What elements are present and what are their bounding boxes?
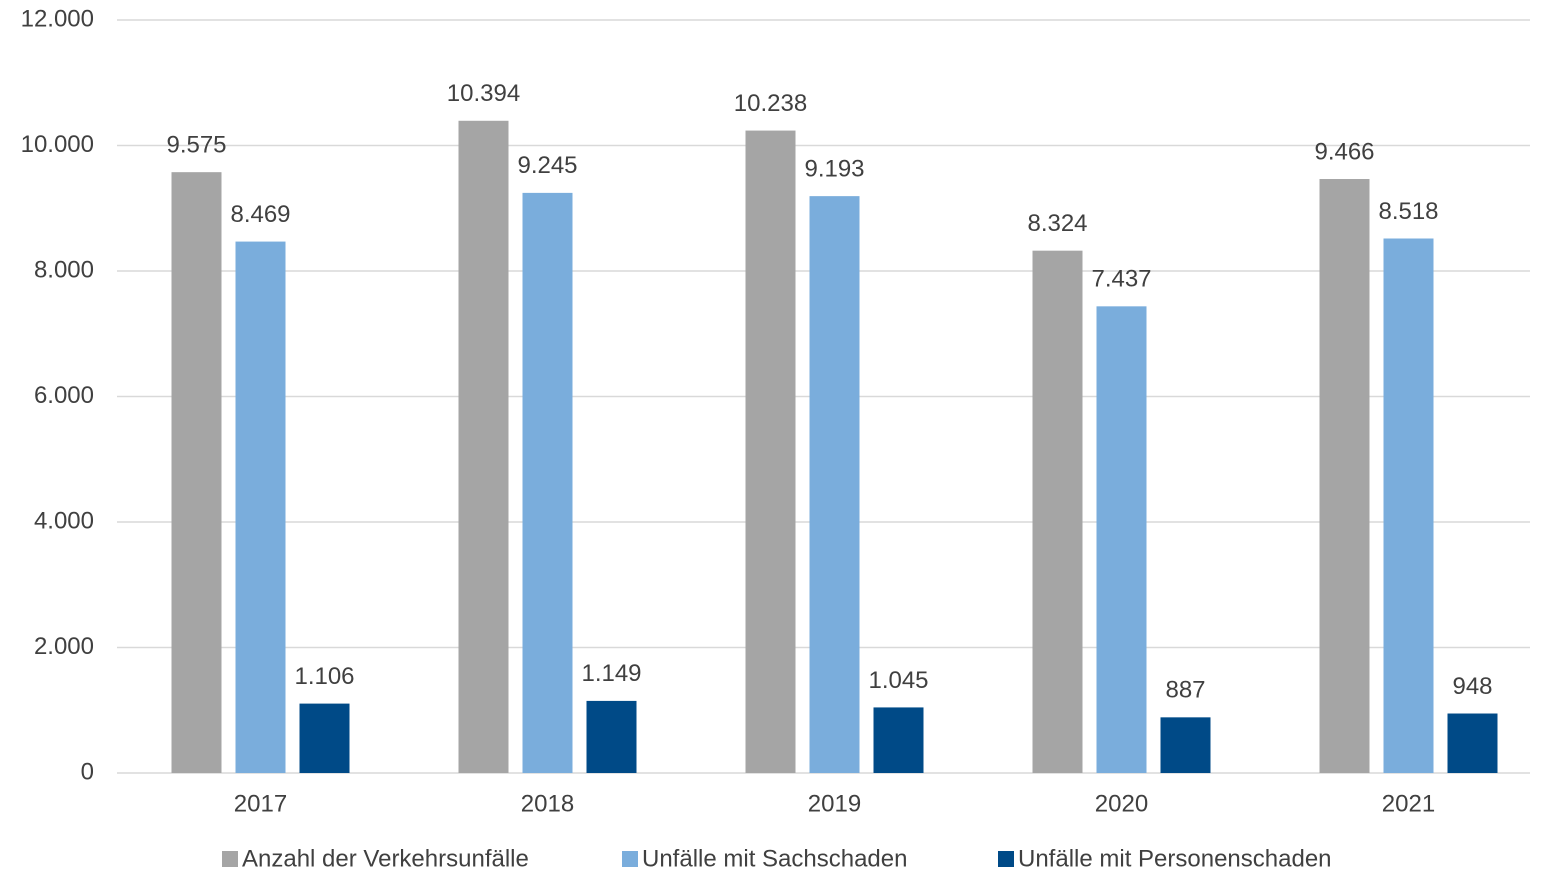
value-label: 7.437: [1091, 266, 1151, 293]
value-label: 9.245: [517, 152, 577, 179]
value-label: 10.394: [447, 80, 520, 107]
bar: [299, 703, 350, 773]
value-label: 948: [1452, 673, 1492, 700]
legend-swatch: [622, 851, 638, 867]
y-tick-label: 8.000: [34, 256, 94, 283]
value-label: 1.106: [294, 663, 354, 690]
y-tick-label: 12.000: [21, 5, 94, 32]
bar: [1383, 238, 1434, 774]
value-label: 1.149: [581, 660, 641, 687]
bar: [458, 120, 509, 774]
value-label: 9.466: [1314, 138, 1374, 165]
value-label: 887: [1165, 677, 1205, 704]
legend-label: Unfälle mit Sachschaden: [642, 845, 907, 872]
value-label: 10.238: [734, 90, 807, 117]
bar: [809, 196, 860, 773]
bar: [1032, 250, 1083, 773]
bar: [1096, 306, 1147, 773]
y-tick-label: 10.000: [21, 131, 94, 158]
legend-swatch: [998, 851, 1014, 867]
bar: [586, 700, 637, 773]
bar: [235, 241, 286, 773]
bar: [1319, 179, 1370, 774]
x-tick-label: 2019: [808, 790, 861, 817]
value-label: 8.324: [1027, 210, 1087, 237]
value-label: 8.469: [230, 201, 290, 228]
x-tick-label: 2018: [521, 790, 574, 817]
value-label: 9.193: [804, 155, 864, 182]
value-label: 1.045: [868, 667, 928, 694]
bar: [873, 707, 924, 773]
legend-swatch: [222, 851, 238, 867]
bar: [745, 130, 796, 774]
y-tick-label: 6.000: [34, 382, 94, 409]
x-tick-label: 2017: [234, 790, 287, 817]
legend-label: Anzahl der Verkehrsunfälle: [242, 845, 529, 872]
y-tick-label: 0: [81, 758, 94, 785]
y-tick-label: 4.000: [34, 507, 94, 534]
y-tick-label: 2.000: [34, 633, 94, 660]
bar: [1447, 713, 1498, 773]
bar: [1160, 717, 1211, 773]
x-tick-label: 2020: [1095, 790, 1148, 817]
x-tick-label: 2021: [1382, 790, 1435, 817]
value-label: 8.518: [1378, 198, 1438, 225]
value-label: 9.575: [166, 132, 226, 159]
legend-label: Unfälle mit Personenschaden: [1018, 845, 1332, 872]
bar: [171, 172, 222, 773]
bar: [522, 192, 573, 774]
